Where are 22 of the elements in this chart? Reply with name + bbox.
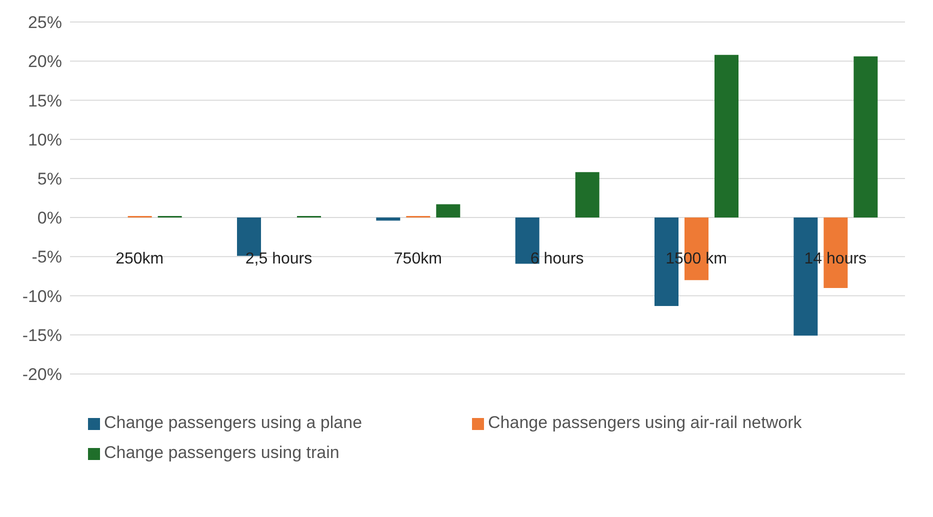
y-tick-label: -15% <box>22 326 62 345</box>
y-tick-label: -5% <box>32 248 62 267</box>
bar <box>854 56 878 218</box>
x-tick-label: 6 hours <box>530 250 584 268</box>
bar <box>376 218 400 221</box>
x-tick-label: 250km <box>116 250 164 268</box>
y-tick-label: -20% <box>22 365 62 384</box>
y-tick-label: 10% <box>28 130 62 150</box>
y-tick-label: 25% <box>28 13 62 32</box>
legend-label: Change passengers using train <box>104 443 340 462</box>
y-tick-label: 5% <box>37 169 62 188</box>
y-tick-label: 15% <box>28 91 62 110</box>
y-tick-label: 0% <box>37 208 62 228</box>
bar <box>714 54 738 218</box>
bar <box>436 204 460 218</box>
bar <box>575 172 600 218</box>
bar <box>515 218 540 264</box>
legend-label: Change passengers using air-rail network <box>488 413 802 432</box>
y-tick-label: 20% <box>28 52 62 72</box>
legend-label: Change passengers using a plane <box>104 413 362 432</box>
x-tick-label: 750km <box>394 250 442 268</box>
y-tick-label: -10% <box>22 286 62 306</box>
